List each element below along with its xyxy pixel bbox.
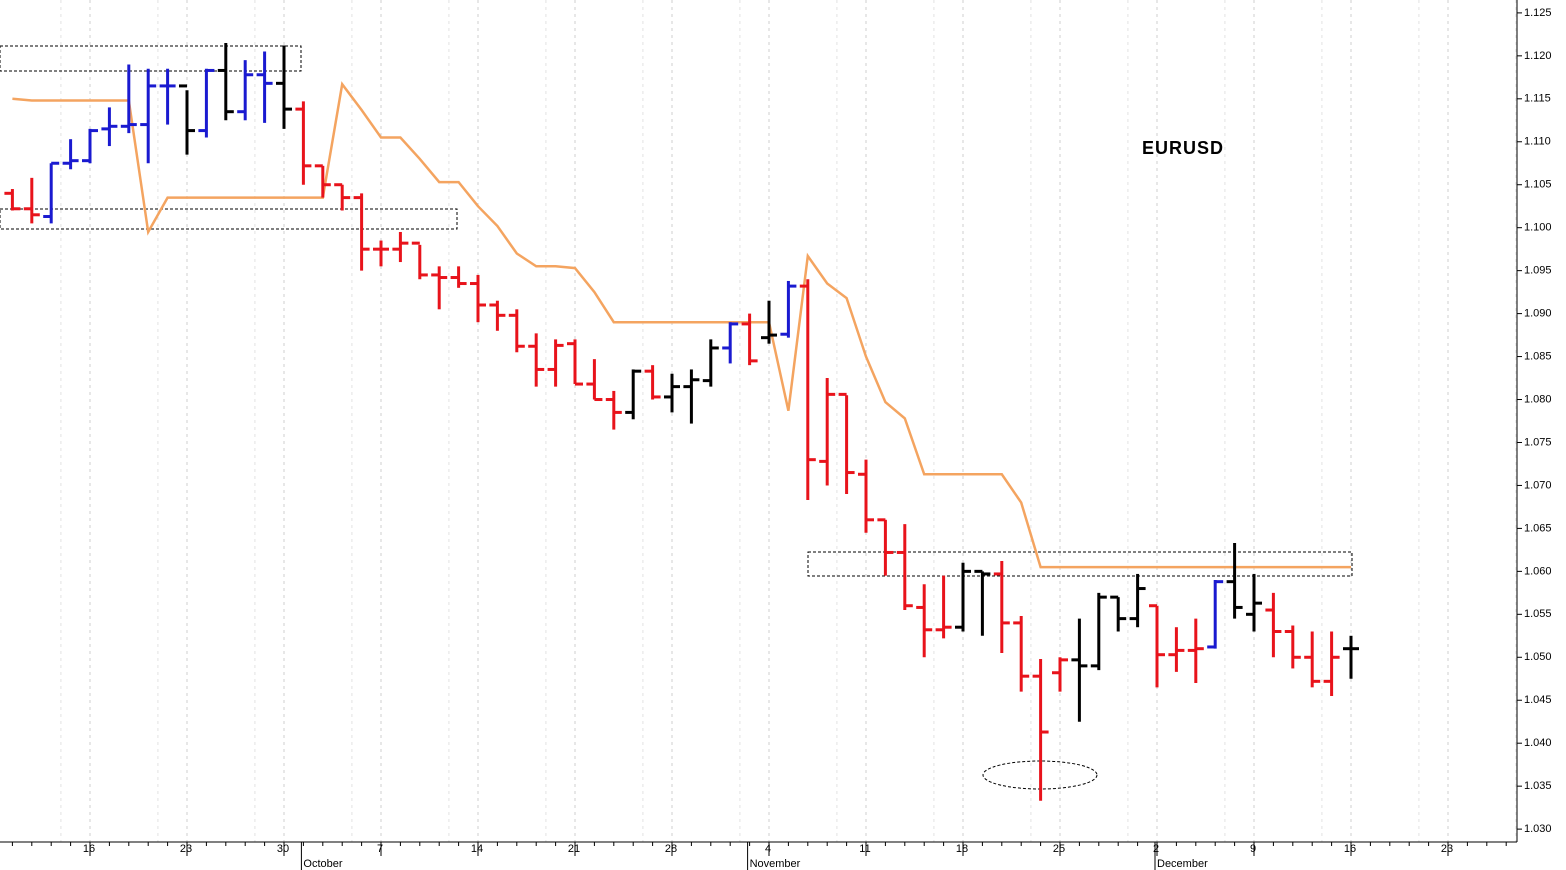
zone-box: [807, 551, 1353, 577]
x-tick-label: 28: [665, 843, 677, 855]
y-tick-label: 1.120: [1524, 50, 1552, 62]
x-tick-label: 16: [83, 843, 95, 855]
y-tick-label: 1.050: [1524, 651, 1552, 663]
x-tick-label: 21: [568, 843, 580, 855]
x-tick-label: 2: [1153, 843, 1159, 855]
zone-box: [0, 45, 302, 72]
y-tick-label: 1.070: [1524, 479, 1552, 491]
y-tick-label: 1.085: [1524, 350, 1552, 362]
y-tick-label: 1.090: [1524, 308, 1552, 320]
y-tick-label: 1.105: [1524, 179, 1552, 191]
x-tick-label: 4: [765, 843, 771, 855]
x-tick-label: 16: [1344, 843, 1356, 855]
x-month-label: November: [750, 858, 801, 870]
x-tick-label: 25: [1053, 843, 1065, 855]
y-tick-label: 1.055: [1524, 608, 1552, 620]
y-tick-label: 1.125: [1524, 7, 1552, 19]
x-tick-label: 18: [956, 843, 968, 855]
x-tick-label: 23: [180, 843, 192, 855]
x-tick-label: 30: [277, 843, 289, 855]
y-tick-label: 1.045: [1524, 694, 1552, 706]
y-tick-label: 1.065: [1524, 522, 1552, 534]
x-tick-label: 14: [471, 843, 483, 855]
x-tick-label: 23: [1441, 843, 1453, 855]
x-tick-label: 11: [859, 843, 870, 855]
x-tick-label: 7: [377, 843, 383, 855]
y-tick-label: 1.030: [1524, 823, 1552, 835]
y-tick-label: 1.035: [1524, 780, 1552, 792]
x-month-label: October: [303, 858, 342, 870]
stop-line: [12, 81, 1351, 569]
y-tick-label: 1.080: [1524, 393, 1552, 405]
zone-box: [0, 208, 458, 230]
y-tick-label: 1.115: [1524, 93, 1551, 105]
y-tick-label: 1.095: [1524, 265, 1552, 277]
grid: [60, 0, 1517, 842]
y-tick-label: 1.075: [1524, 436, 1552, 448]
y-tick-label: 1.110: [1524, 136, 1551, 148]
y-tick-label: 1.060: [1524, 565, 1552, 577]
y-tick-label: 1.100: [1524, 222, 1552, 234]
x-month-label: December: [1157, 858, 1208, 870]
y-tick-label: 1.040: [1524, 737, 1552, 749]
x-tick-label: 9: [1250, 843, 1256, 855]
chart-title: EURUSD: [1142, 138, 1224, 158]
